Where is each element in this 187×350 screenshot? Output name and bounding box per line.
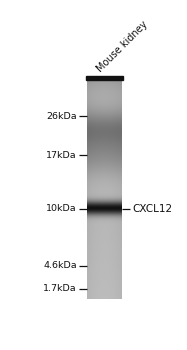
Text: Mouse kidney: Mouse kidney: [95, 19, 149, 74]
Text: 17kDa: 17kDa: [46, 151, 77, 160]
Text: 4.6kDa: 4.6kDa: [43, 261, 77, 270]
Text: CXCL12: CXCL12: [132, 204, 172, 214]
Text: 26kDa: 26kDa: [46, 112, 77, 121]
Text: 1.7kDa: 1.7kDa: [43, 285, 77, 293]
Text: 10kDa: 10kDa: [46, 204, 77, 213]
Bar: [86, 77, 123, 80]
